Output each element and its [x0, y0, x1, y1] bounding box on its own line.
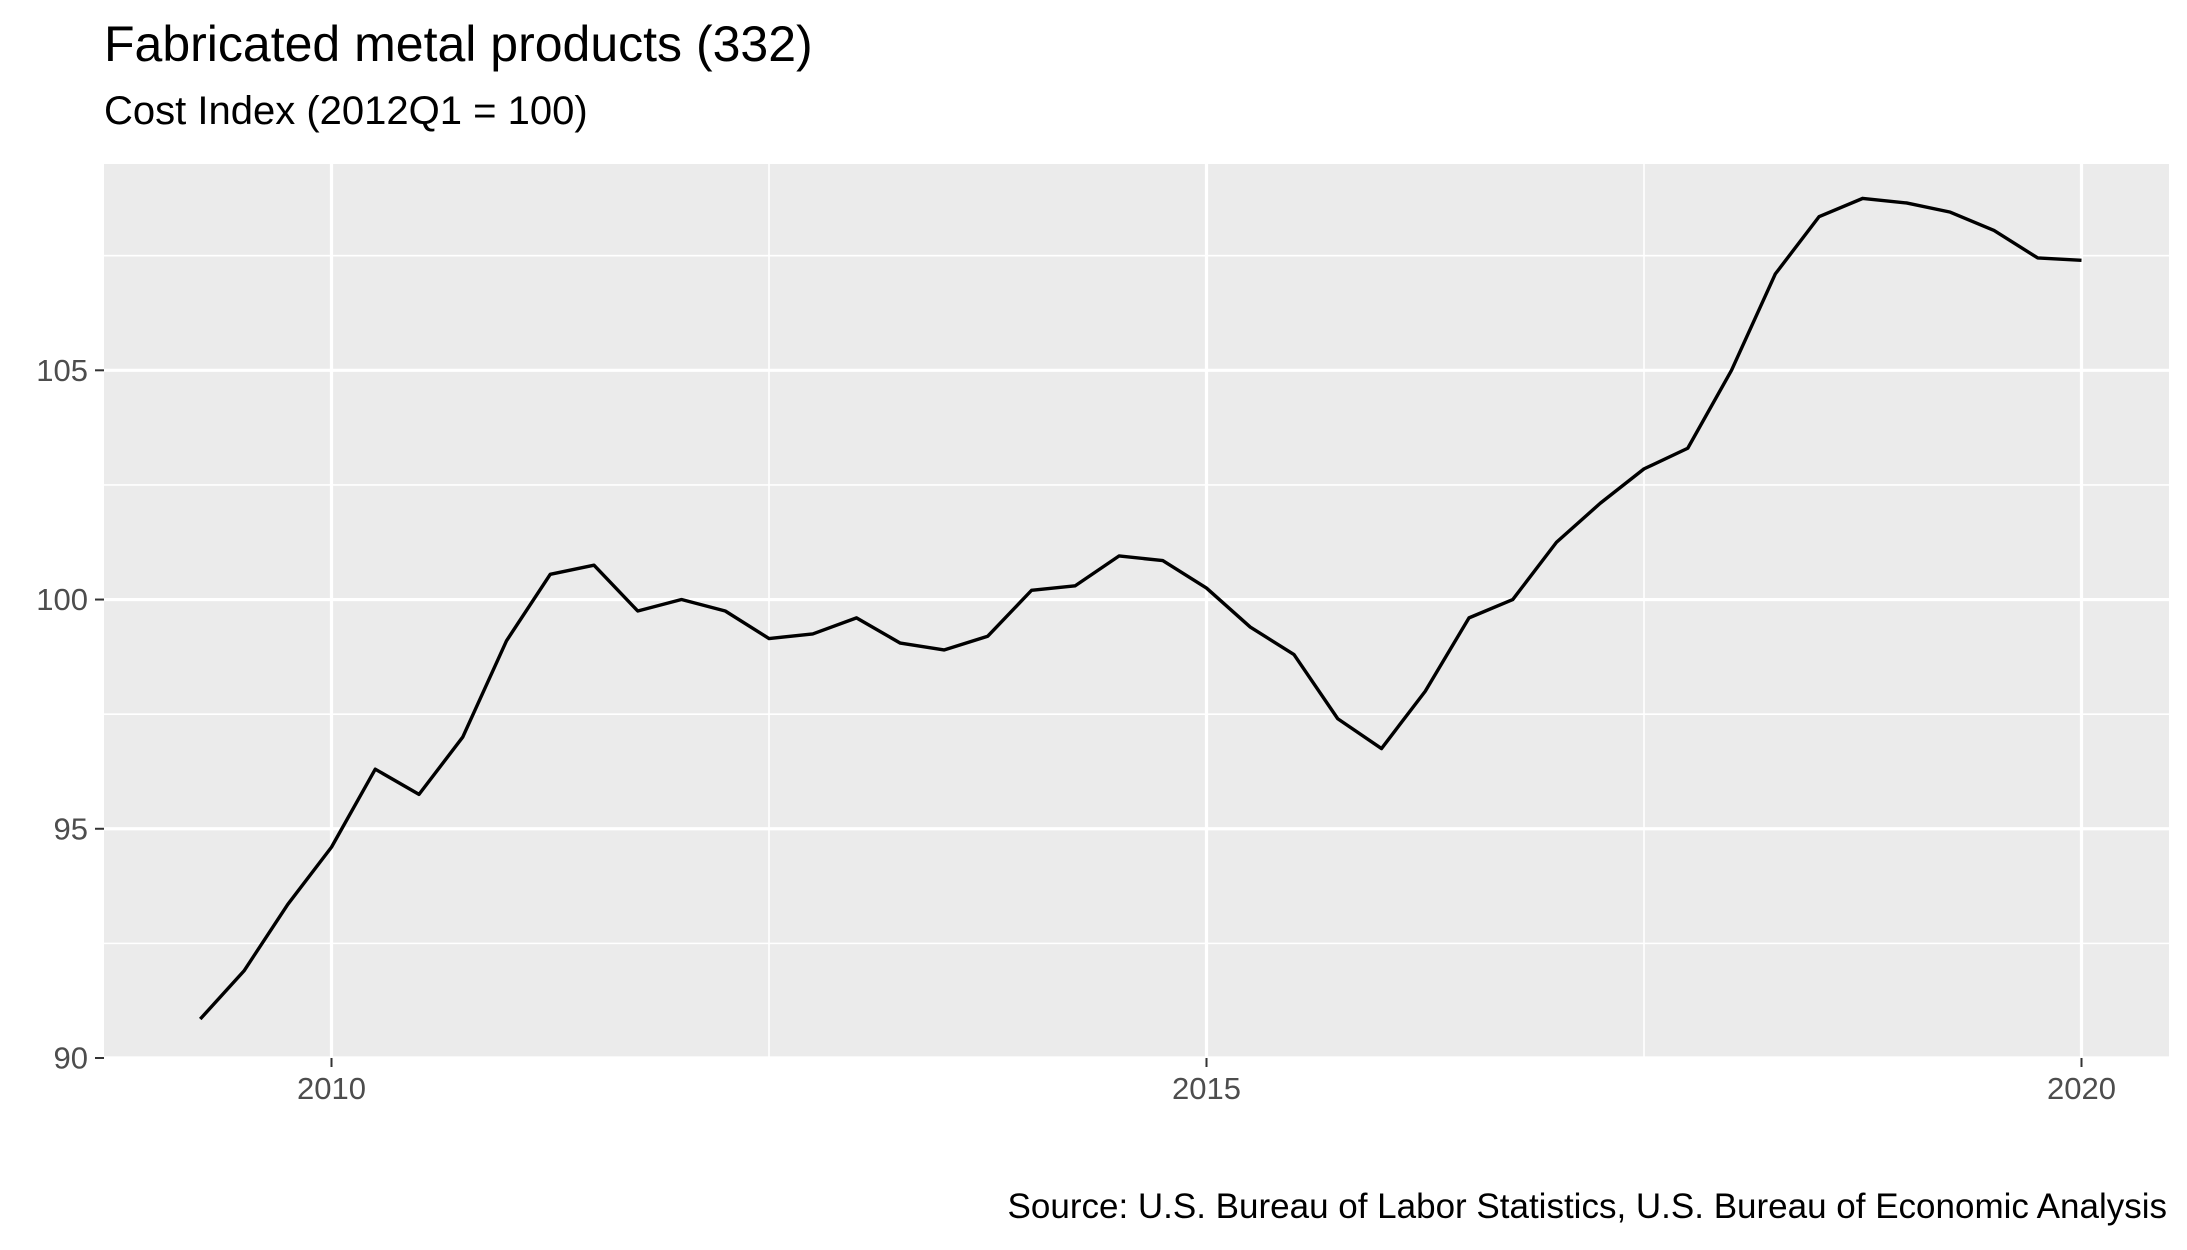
- x-tick-label-1: 2015: [1172, 1071, 1241, 1106]
- axes: 90 95 100 105 2010 2015 2020: [36, 353, 2116, 1106]
- plot-panel: [104, 164, 2169, 1058]
- y-tick-label-2: 100: [36, 582, 88, 617]
- chart-title: Fabricated metal products (332): [104, 16, 813, 72]
- chart-subtitle: Cost Index (2012Q1 = 100): [104, 89, 588, 133]
- y-tick-label-3: 105: [36, 353, 88, 388]
- series-layer: [198, 196, 2082, 1021]
- y-tick-label-1: 95: [54, 811, 88, 846]
- series-line-0: [198, 196, 2082, 1021]
- y-tick-label-0: 90: [54, 1041, 88, 1076]
- major-gridlines: [104, 164, 2169, 1060]
- minor-gridlines: [104, 164, 2169, 1058]
- x-tick-label-2: 2020: [2047, 1071, 2116, 1106]
- chart-caption: Source: U.S. Bureau of Labor Statistics,…: [1007, 1187, 2167, 1226]
- x-tick-label-0: 2010: [297, 1071, 366, 1106]
